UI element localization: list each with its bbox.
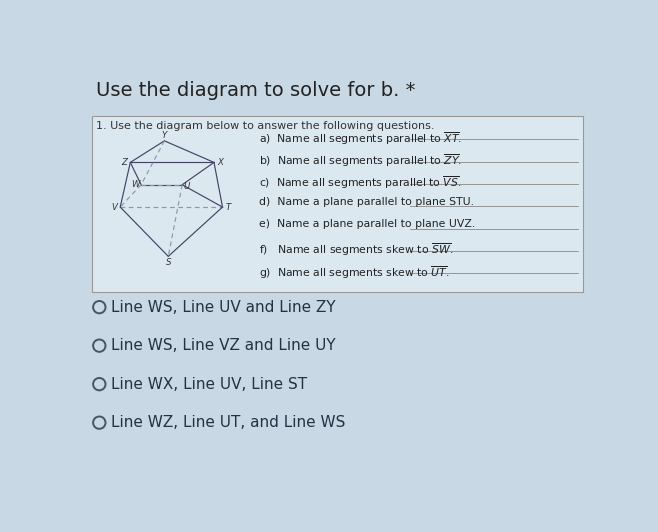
Text: c)  Name all segments parallel to $\overline{VS}$.: c) Name all segments parallel to $\overl… [259,174,461,192]
Text: e)  Name a plane parallel to plane UVZ.: e) Name a plane parallel to plane UVZ. [259,219,475,229]
Text: X: X [217,158,223,167]
Text: T: T [226,203,232,212]
Text: S: S [166,258,171,267]
Text: b)  Name all segments parallel to $\overline{ZY}$.: b) Name all segments parallel to $\overl… [259,152,462,169]
Text: Use the diagram to solve for b. *: Use the diagram to solve for b. * [96,81,416,100]
Text: V: V [111,203,117,212]
Text: f)   Name all segments skew to $\overline{SW}$.: f) Name all segments skew to $\overline{… [259,242,453,259]
Text: Y: Y [162,131,167,140]
Text: Line WS, Line UV and Line ZY: Line WS, Line UV and Line ZY [111,300,336,314]
Text: d)  Name a plane parallel to plane STU.: d) Name a plane parallel to plane STU. [259,197,474,207]
Text: Line WX, Line UV, Line ST: Line WX, Line UV, Line ST [111,377,307,392]
Text: U: U [184,182,190,191]
Text: a)  Name all segments parallel to $\overline{XT}$.: a) Name all segments parallel to $\overl… [259,130,462,147]
Text: W: W [131,180,139,189]
FancyBboxPatch shape [91,116,583,292]
Text: Line WZ, Line UT, and Line WS: Line WZ, Line UT, and Line WS [111,415,345,430]
Text: Z: Z [121,158,127,167]
Text: Line WS, Line VZ and Line UY: Line WS, Line VZ and Line UY [111,338,336,353]
Text: 1. Use the diagram below to answer the following questions.: 1. Use the diagram below to answer the f… [96,121,435,131]
Text: g)  Name all segments skew to $\overline{UT}$.: g) Name all segments skew to $\overline{… [259,264,450,281]
